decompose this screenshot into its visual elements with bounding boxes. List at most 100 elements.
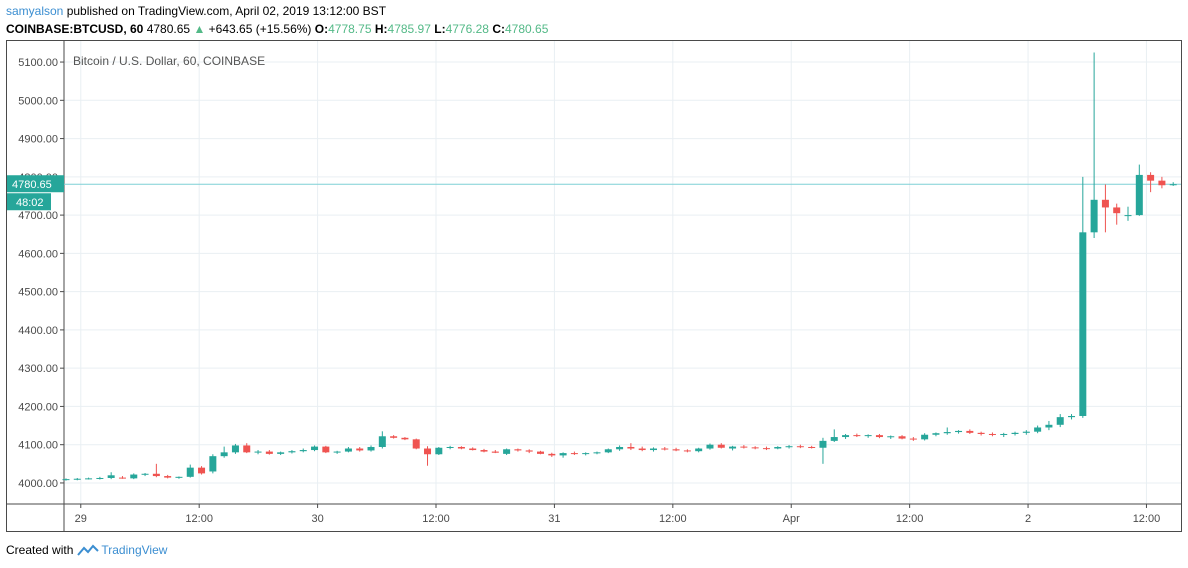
candle-body: [469, 448, 477, 451]
y-tick-label: 5000.00: [18, 95, 58, 107]
candle-body: [299, 450, 307, 452]
candle-body: [107, 475, 115, 478]
last-price-tag: 4780.65: [7, 175, 64, 193]
candle-body: [683, 450, 691, 452]
high-label: H:: [374, 22, 388, 36]
candle-body: [480, 450, 488, 452]
candle-body: [943, 432, 951, 434]
x-tick-label: 31: [548, 513, 560, 525]
price-change: +643.65 (+15.56%): [208, 22, 312, 36]
publish-info: samyalson published on TradingView.com, …: [6, 4, 386, 18]
tradingview-logo-icon[interactable]: [77, 544, 100, 556]
close-label: C:: [492, 22, 505, 36]
candle-body: [570, 453, 578, 455]
candle-body: [130, 474, 138, 479]
candle-body: [842, 435, 850, 438]
candle-body: [491, 451, 499, 453]
y-tick-label: 4400.00: [18, 325, 58, 337]
countdown-tag: 48:02: [7, 193, 51, 211]
candle-body: [808, 446, 816, 448]
last-price-tag-bg: [7, 175, 64, 193]
candle-body: [152, 473, 160, 477]
candle-body: [638, 448, 646, 451]
x-tick-label: 12:00: [659, 513, 687, 525]
candle-body: [955, 430, 963, 433]
candle-body: [1124, 215, 1132, 217]
candle-body: [412, 439, 420, 449]
candle-body: [164, 476, 172, 478]
candle-body: [932, 433, 940, 435]
candle-body: [695, 448, 703, 452]
candle-body: [1022, 431, 1030, 433]
candle-body: [378, 436, 386, 447]
candle-body: [661, 448, 669, 450]
candle-body: [333, 451, 341, 453]
y-tick-label: 4300.00: [18, 363, 58, 375]
candle-body: [1068, 415, 1076, 418]
candle-body: [649, 448, 657, 451]
candle-body: [435, 447, 443, 455]
x-tick-label: 2: [1025, 513, 1031, 525]
created-with-text: Created with: [6, 543, 74, 557]
candle-body: [921, 434, 929, 440]
candle-body: [898, 436, 906, 439]
candle-body: [762, 448, 770, 450]
candle-body: [288, 451, 296, 453]
candle-body: [864, 435, 872, 437]
countdown-tag-text: 48:02: [16, 197, 44, 209]
candle-body: [966, 430, 974, 433]
candle-body: [1169, 184, 1177, 186]
candle-body: [740, 446, 748, 448]
candle-body: [672, 449, 680, 451]
candle-body: [367, 446, 375, 451]
y-tick-label: 4100.00: [18, 440, 58, 452]
candle-body: [830, 437, 838, 441]
candle-body: [1045, 424, 1053, 428]
candle-body: [1135, 174, 1143, 216]
candle-body: [1101, 199, 1109, 208]
candle-body: [62, 479, 70, 481]
candle-body: [729, 446, 737, 449]
candle-body: [774, 446, 782, 449]
chart-frame[interactable]: 4000.00 4100.00 4200.00 4300.00 4400.00 4500.…: [6, 40, 1182, 532]
countdown-tag-bg: [7, 193, 51, 211]
low-value: 4776.28: [445, 22, 489, 36]
candle-body: [909, 438, 917, 440]
candle-body: [548, 453, 556, 456]
candle-body: [616, 446, 624, 450]
candle-body: [988, 433, 996, 435]
candle-body: [390, 436, 398, 438]
candle-body: [322, 446, 330, 453]
candlestick-chart[interactable]: 4000.00 4100.00 4200.00 4300.00 4400.00 4500.…: [7, 41, 1181, 531]
candle-body: [1090, 199, 1098, 233]
y-tick-label: 4700.00: [18, 210, 58, 222]
publish-text: published on TradingView.com, April 02, …: [63, 4, 387, 18]
candle-body: [1158, 180, 1166, 186]
tradingview-link[interactable]: TradingView: [101, 543, 168, 557]
candle-body: [401, 437, 409, 440]
candle-body: [819, 440, 827, 448]
candle-body: [446, 446, 454, 448]
candle-body: [186, 467, 194, 477]
candle-body: [243, 445, 251, 453]
candle-body: [503, 449, 511, 454]
candle-body: [85, 478, 93, 480]
candle-body: [1000, 433, 1008, 435]
candle-body: [536, 451, 545, 454]
candle-body: [141, 473, 149, 475]
candle-body: [175, 476, 183, 478]
high-value: 4785.97: [387, 22, 431, 36]
y-tick-label: 5100.00: [18, 57, 58, 69]
candle-body: [525, 450, 533, 452]
candle-body: [254, 451, 262, 453]
candle-body: [424, 448, 432, 455]
candle-body: [198, 467, 206, 474]
author-username[interactable]: samyalson: [6, 4, 64, 18]
candle-body: [796, 446, 804, 448]
candle-body: [1011, 432, 1019, 434]
x-tick-label: Apr: [783, 513, 800, 525]
candle-body: [785, 446, 793, 448]
candle-body: [311, 446, 319, 451]
x-tick-label: 12:00: [422, 513, 450, 525]
x-tick-label: 29: [75, 513, 87, 525]
